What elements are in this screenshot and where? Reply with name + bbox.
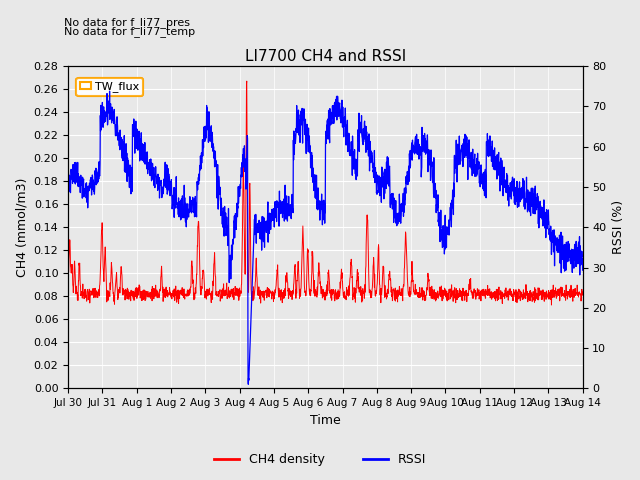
Text: No data for f_li77_temp: No data for f_li77_temp <box>64 26 195 37</box>
CH4 density <box>315 273 323 279</box>
RSSI <box>106 88 113 94</box>
Text: No data for f_li77_pres: No data for f_li77_pres <box>64 17 190 28</box>
Legend: TW_flux: TW_flux <box>76 78 143 96</box>
CH4 density <box>548 302 556 308</box>
X-axis label: Time: Time <box>310 414 340 427</box>
RSSI <box>564 250 572 256</box>
CH4 density <box>64 284 72 290</box>
RSSI <box>315 198 323 204</box>
RSSI <box>91 191 99 197</box>
CH4 density <box>564 291 572 297</box>
RSSI <box>579 267 586 273</box>
RSSI <box>301 122 309 128</box>
Y-axis label: RSSI (%): RSSI (%) <box>612 200 625 254</box>
CH4 density <box>91 294 99 300</box>
CH4 density <box>470 292 477 298</box>
CH4 density <box>243 78 251 84</box>
CH4 density <box>301 289 308 295</box>
Line: CH4 density: CH4 density <box>68 81 582 305</box>
Legend: CH4 density, RSSI: CH4 density, RSSI <box>209 448 431 471</box>
RSSI <box>244 382 252 387</box>
CH4 density <box>579 289 586 295</box>
Y-axis label: CH4 (mmol/m3): CH4 (mmol/m3) <box>15 178 28 277</box>
CH4 density <box>564 289 572 295</box>
RSSI <box>470 163 477 169</box>
RSSI <box>64 171 72 177</box>
Title: LI7700 CH4 and RSSI: LI7700 CH4 and RSSI <box>244 48 406 63</box>
RSSI <box>564 239 572 244</box>
Line: RSSI: RSSI <box>68 91 582 384</box>
